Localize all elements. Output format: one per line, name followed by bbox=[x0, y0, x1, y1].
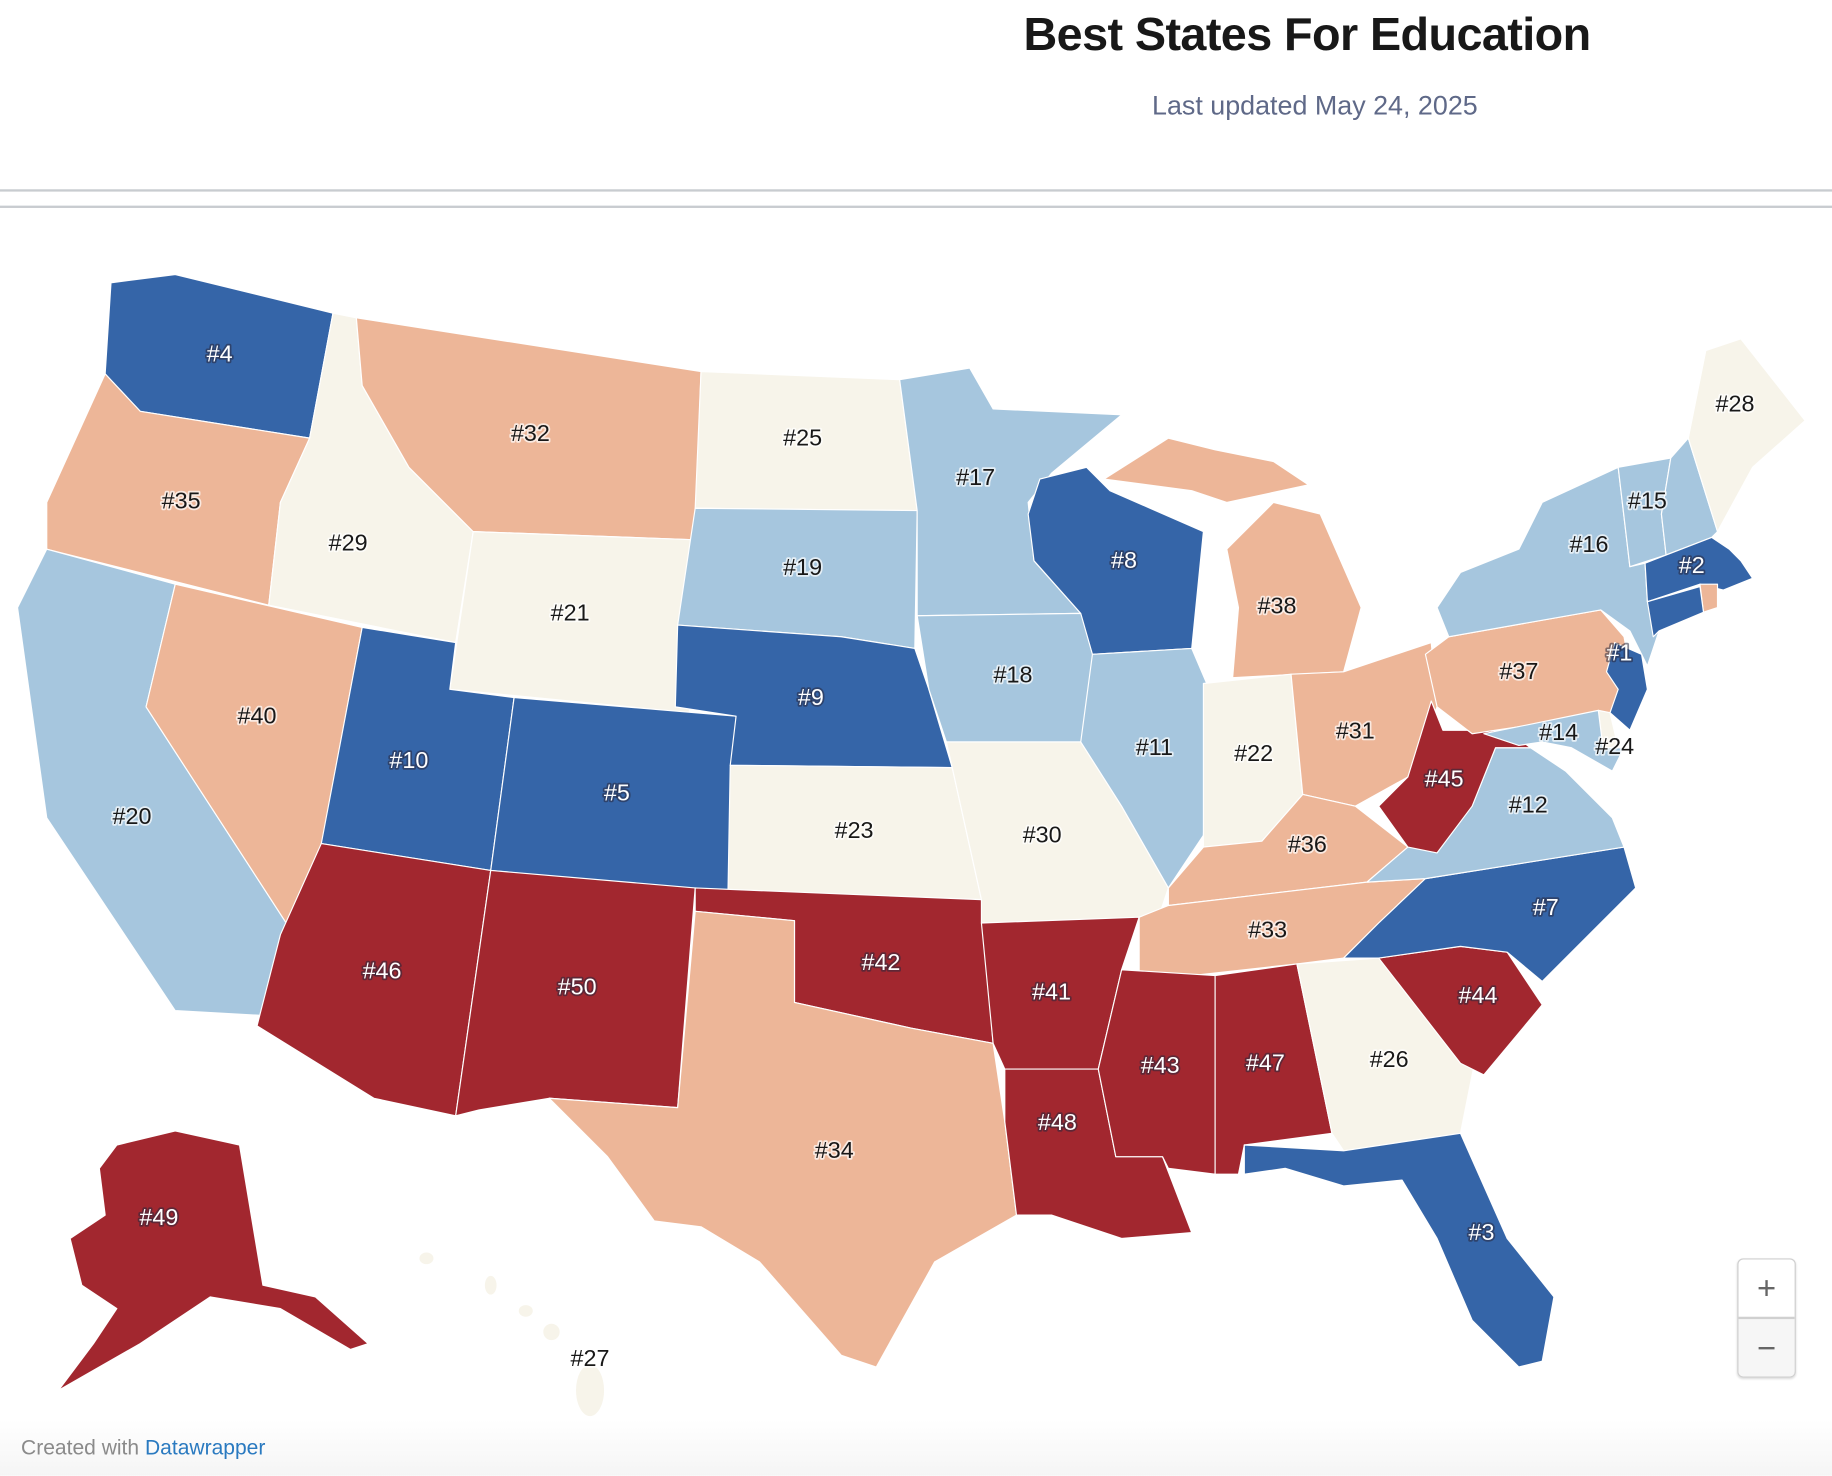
rank-label-nc: #7 bbox=[1533, 894, 1559, 920]
rank-label-mt: #32 bbox=[511, 420, 550, 446]
state-nj[interactable] bbox=[1605, 642, 1648, 731]
state-hi[interactable] bbox=[576, 1364, 605, 1417]
state-ct[interactable] bbox=[1646, 585, 1705, 638]
divider bbox=[0, 189, 1832, 192]
rank-label-al: #47 bbox=[1246, 1050, 1285, 1076]
state-mi[interactable] bbox=[1103, 437, 1310, 503]
state-hi[interactable] bbox=[484, 1275, 497, 1295]
rank-label-de: #24 bbox=[1595, 733, 1634, 759]
rank-label-ny: #16 bbox=[1569, 531, 1608, 557]
rank-label-ga: #26 bbox=[1370, 1046, 1409, 1072]
rank-label-wi: #8 bbox=[1111, 547, 1137, 573]
rank-label-nm: #50 bbox=[558, 974, 597, 1000]
rank-label-ks: #23 bbox=[835, 817, 874, 843]
state-il[interactable] bbox=[1080, 647, 1210, 889]
divider bbox=[0, 205, 1832, 208]
state-md[interactable] bbox=[1483, 709, 1625, 772]
rank-label-nh: #15 bbox=[1628, 488, 1667, 514]
rank-label-la: #48 bbox=[1038, 1109, 1077, 1135]
rank-label-or: #35 bbox=[162, 488, 201, 514]
state-wv[interactable] bbox=[1378, 700, 1532, 854]
page-title: Best States For Education bbox=[1023, 9, 1591, 61]
rank-label-me: #28 bbox=[1716, 391, 1755, 417]
datawrapper-link[interactable]: Datawrapper bbox=[144, 1435, 266, 1460]
state-hi[interactable] bbox=[518, 1305, 533, 1317]
rank-label-ne: #9 bbox=[798, 684, 824, 710]
rank-label-hi: #27 bbox=[571, 1345, 610, 1371]
rank-label-nj: #1 bbox=[1606, 639, 1632, 665]
rank-label-tx: #34 bbox=[815, 1137, 854, 1163]
rank-label-mn: #17 bbox=[956, 464, 995, 490]
state-tx[interactable] bbox=[548, 910, 1018, 1368]
rank-label-ia: #18 bbox=[993, 662, 1032, 688]
rank-label-az: #46 bbox=[363, 957, 402, 983]
state-mi[interactable] bbox=[1226, 501, 1362, 679]
credit-text: Created with bbox=[21, 1435, 140, 1460]
state-me[interactable] bbox=[1687, 338, 1806, 533]
rank-label-co: #5 bbox=[604, 780, 630, 806]
credit: Created with Datawrapper bbox=[21, 1436, 265, 1461]
rank-label-ut: #10 bbox=[389, 747, 428, 773]
rank-label-nv: #40 bbox=[238, 703, 277, 729]
rank-label-sd: #19 bbox=[783, 554, 822, 580]
rank-label-sc: #44 bbox=[1458, 982, 1497, 1008]
rank-label-fl: #3 bbox=[1469, 1219, 1495, 1245]
rank-label-pa: #37 bbox=[1499, 658, 1538, 684]
rank-label-tn: #33 bbox=[1248, 916, 1287, 942]
rank-label-wy: #21 bbox=[551, 600, 590, 626]
last-updated: Last updated May 24, 2025 bbox=[1152, 89, 1478, 121]
rank-label-wv: #45 bbox=[1425, 766, 1464, 792]
state-fl[interactable] bbox=[1243, 1132, 1555, 1368]
state-ak[interactable] bbox=[57, 1130, 369, 1391]
state-hi[interactable] bbox=[543, 1323, 560, 1341]
rank-label-wa: #4 bbox=[207, 340, 233, 366]
rank-label-il: #11 bbox=[1136, 734, 1173, 760]
state-ma[interactable] bbox=[1644, 536, 1754, 603]
state-nc[interactable] bbox=[1343, 846, 1637, 983]
footer bbox=[0, 1419, 1832, 1476]
zoom-out-button[interactable]: − bbox=[1738, 1316, 1795, 1377]
rank-label-ar: #41 bbox=[1032, 978, 1071, 1004]
rank-label-ms: #43 bbox=[1141, 1052, 1180, 1078]
rank-label-nd: #25 bbox=[783, 424, 822, 450]
zoom-in-button[interactable]: + bbox=[1757, 1269, 1777, 1306]
rank-label-va: #12 bbox=[1509, 791, 1548, 817]
state-mn[interactable] bbox=[899, 367, 1123, 617]
rank-label-ky: #36 bbox=[1288, 831, 1327, 857]
rank-label-ma: #2 bbox=[1679, 552, 1705, 578]
rank-label-oh: #31 bbox=[1336, 718, 1375, 744]
rank-label-ok: #42 bbox=[861, 949, 900, 975]
rank-label-id: #29 bbox=[329, 530, 368, 556]
rank-label-mi: #38 bbox=[1258, 593, 1297, 619]
state-hi[interactable] bbox=[419, 1252, 434, 1265]
rank-label-ak: #49 bbox=[139, 1204, 178, 1230]
rank-label-md: #14 bbox=[1539, 719, 1578, 745]
zoom-controls: + − bbox=[1737, 1258, 1796, 1378]
rank-label-ca: #20 bbox=[113, 803, 152, 829]
rank-label-mo: #30 bbox=[1023, 822, 1062, 848]
rank-label-in: #22 bbox=[1234, 740, 1273, 766]
